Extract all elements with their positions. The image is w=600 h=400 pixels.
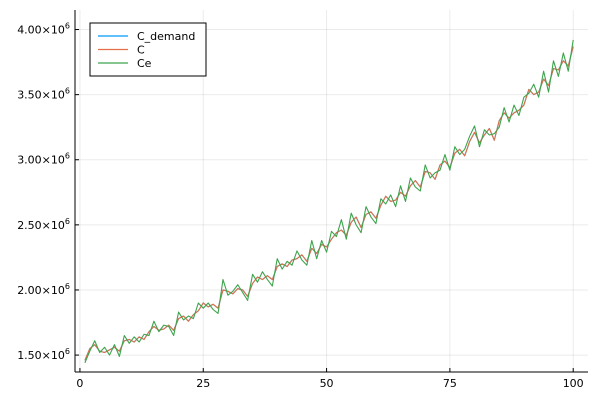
y-tick-label: 3.50×106 xyxy=(17,87,70,102)
y-tick-exponent: 6 xyxy=(65,22,70,31)
y-tick-exponent: 6 xyxy=(65,347,70,356)
y-tick-exponent: 6 xyxy=(65,282,70,291)
series-line-ce xyxy=(84,39,574,364)
y-tick-mantissa: 3.50×10 xyxy=(17,89,65,102)
series-line-c xyxy=(84,46,574,361)
y-tick-mantissa: 4.00×10 xyxy=(17,24,65,37)
legend-label: C xyxy=(137,44,145,57)
x-tick-label: 25 xyxy=(196,377,210,390)
series-lines xyxy=(84,39,574,364)
y-tick-label: 2.00×106 xyxy=(17,282,70,297)
series-line-c-demand xyxy=(84,46,574,361)
x-tick-label: 100 xyxy=(563,377,584,390)
x-tick-labels: 0 25 50 75 100 xyxy=(76,368,584,390)
y-tick-exponent: 6 xyxy=(65,87,70,96)
y-tick-exponent: 6 xyxy=(65,152,70,161)
y-tick-exponent: 6 xyxy=(65,217,70,226)
y-tick-labels: 1.50×1062.00×1062.50×1063.00×1063.50×106… xyxy=(17,22,79,362)
y-tick-label: 3.00×106 xyxy=(17,152,70,167)
y-tick-mantissa: 2.50×10 xyxy=(17,219,65,232)
y-tick-label: 4.00×106 xyxy=(17,22,70,37)
y-tick-mantissa: 2.00×10 xyxy=(17,284,65,297)
x-tick-label: 0 xyxy=(76,377,83,390)
y-tick-mantissa: 3.00×10 xyxy=(17,154,65,167)
y-tick-label: 2.50×106 xyxy=(17,217,70,232)
legend-label: Ce xyxy=(137,57,152,70)
y-tick-label: 1.50×106 xyxy=(17,347,70,362)
legend-label: C_demand xyxy=(137,30,195,43)
x-tick-label: 50 xyxy=(320,377,334,390)
x-tick-label: 75 xyxy=(443,377,457,390)
axes xyxy=(74,10,588,373)
y-tick-mantissa: 1.50×10 xyxy=(17,349,65,362)
